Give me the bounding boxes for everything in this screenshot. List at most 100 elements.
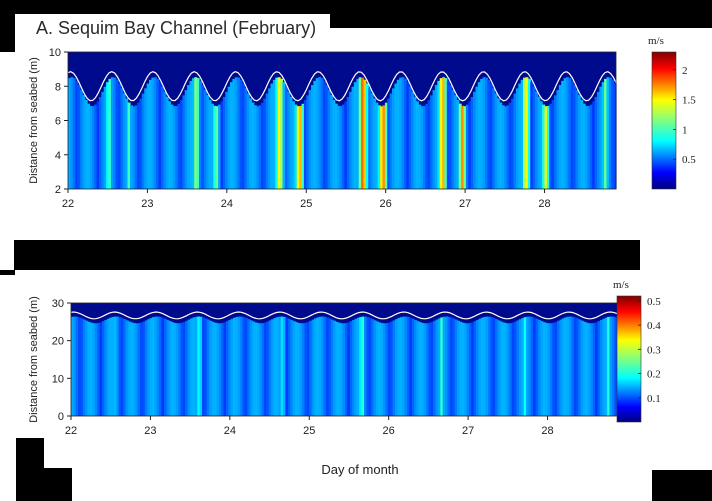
heatmap-cell bbox=[459, 321, 463, 416]
heatmap-cell bbox=[292, 321, 296, 416]
x-tick-label: 23 bbox=[141, 198, 153, 210]
heatmap-cell bbox=[213, 105, 217, 189]
heatmap-cell bbox=[413, 96, 417, 189]
heatmap-cell bbox=[294, 104, 298, 189]
x-tick-label: 23 bbox=[144, 425, 156, 437]
heatmap-cell bbox=[106, 318, 110, 416]
heatmap-cell bbox=[395, 319, 399, 416]
heatmap-cell bbox=[290, 319, 294, 416]
heatmap-cell bbox=[496, 98, 500, 189]
heatmap-cell bbox=[130, 322, 134, 416]
heatmap-cell bbox=[256, 323, 260, 416]
colorbar-tick-label: 0.5 bbox=[682, 154, 696, 166]
heatmap-cell bbox=[220, 101, 224, 189]
heatmap-cell bbox=[377, 105, 381, 189]
heatmap-cell bbox=[468, 101, 472, 189]
heatmap-cell bbox=[77, 84, 81, 189]
heatmap-cell bbox=[275, 77, 279, 189]
heatmap-cell bbox=[335, 321, 339, 416]
heatmap-cell bbox=[127, 102, 131, 189]
heatmap-cell bbox=[397, 318, 401, 416]
heatmap-cell bbox=[361, 316, 365, 416]
heatmap-cell bbox=[518, 319, 522, 416]
heatmap-cell bbox=[532, 86, 536, 189]
heatmap-cell bbox=[272, 79, 276, 189]
x-tick-label: 27 bbox=[459, 198, 471, 210]
heatmap-cell bbox=[273, 318, 277, 416]
y-tick-label: 10 bbox=[49, 47, 61, 59]
heatmap-cell bbox=[320, 78, 324, 189]
x-tick-label: 22 bbox=[62, 198, 74, 210]
heatmap-cell bbox=[602, 318, 606, 416]
heatmap-cell bbox=[587, 106, 591, 189]
colorbar-tick-label: 1.5 bbox=[682, 95, 696, 107]
heatmap-cell bbox=[594, 97, 598, 189]
heatmap-cell bbox=[353, 82, 357, 189]
heatmap-cell bbox=[285, 317, 289, 416]
heatmap-cell bbox=[182, 321, 186, 416]
heatmap-cell bbox=[337, 322, 341, 416]
heatmap-cell bbox=[208, 99, 212, 189]
heatmap-cell bbox=[137, 102, 141, 189]
heatmap-cell bbox=[101, 91, 105, 189]
y-tick-label: 20 bbox=[52, 336, 64, 348]
heatmap-cell bbox=[223, 322, 227, 416]
heatmap-cell bbox=[442, 316, 446, 416]
heatmap-cell bbox=[573, 84, 577, 189]
heatmap-cell bbox=[306, 321, 310, 416]
y-tick-label: 8 bbox=[55, 81, 61, 93]
heatmap-cell bbox=[211, 321, 215, 416]
panel-top-yticks: 2 4 6 8 10 bbox=[49, 47, 68, 196]
heatmap-cell bbox=[268, 88, 272, 189]
heatmap-cell bbox=[70, 77, 74, 189]
heatmap-cell bbox=[371, 319, 375, 416]
heatmap-cell bbox=[141, 93, 145, 189]
heatmap-cell bbox=[253, 105, 257, 189]
heatmap-cell bbox=[373, 320, 377, 416]
heatmap-cell bbox=[189, 80, 193, 189]
panel-bottom-colorbar: m/s 0.1 0.2 0.3 0.4 0.5 bbox=[613, 279, 661, 423]
heatmap-cell bbox=[270, 83, 274, 189]
heatmap-cell bbox=[430, 95, 434, 189]
heatmap-cell bbox=[168, 321, 172, 416]
heatmap-cell bbox=[501, 105, 505, 189]
heatmap-cell bbox=[411, 318, 415, 416]
heatmap-cell bbox=[334, 103, 338, 189]
heatmap-cell bbox=[609, 316, 613, 416]
heatmap-cell bbox=[592, 101, 596, 189]
heatmap-cell bbox=[313, 80, 317, 189]
heatmap-cell bbox=[352, 319, 356, 416]
heatmap-cell bbox=[147, 319, 151, 416]
heatmap-cell bbox=[530, 316, 534, 416]
heatmap-cell bbox=[523, 77, 527, 189]
heatmap-cell bbox=[554, 321, 558, 416]
heatmap-cell bbox=[368, 88, 372, 189]
heatmap-cell bbox=[68, 78, 71, 189]
heatmap-cell bbox=[351, 86, 355, 189]
heatmap-cell bbox=[380, 106, 384, 189]
heatmap-cell bbox=[440, 317, 444, 416]
surface-line bbox=[70, 311, 620, 320]
heatmap-cell bbox=[449, 317, 453, 416]
heatmap-cell bbox=[480, 317, 484, 416]
heatmap-cell bbox=[322, 80, 326, 189]
heatmap-cell bbox=[202, 317, 206, 416]
heatmap-cell bbox=[411, 91, 415, 189]
heatmap-cell bbox=[604, 317, 608, 416]
heatmap-cell bbox=[525, 77, 529, 189]
heatmap-cell bbox=[168, 101, 172, 189]
heatmap-cell bbox=[344, 101, 348, 189]
heatmap-cell bbox=[528, 316, 532, 416]
heatmap-cell bbox=[216, 323, 220, 416]
heatmap-cell bbox=[151, 77, 155, 189]
heatmap-cell bbox=[210, 103, 214, 189]
heatmap-cell bbox=[435, 319, 439, 416]
heatmap-cell bbox=[146, 83, 150, 189]
heatmap-cell bbox=[611, 316, 615, 416]
heatmap-cell bbox=[453, 95, 457, 189]
heatmap-cell bbox=[387, 322, 391, 416]
heatmap-cell bbox=[266, 321, 270, 416]
heatmap-cell bbox=[98, 97, 102, 189]
heatmap-cell bbox=[149, 79, 152, 189]
heatmap-cell bbox=[392, 320, 396, 416]
